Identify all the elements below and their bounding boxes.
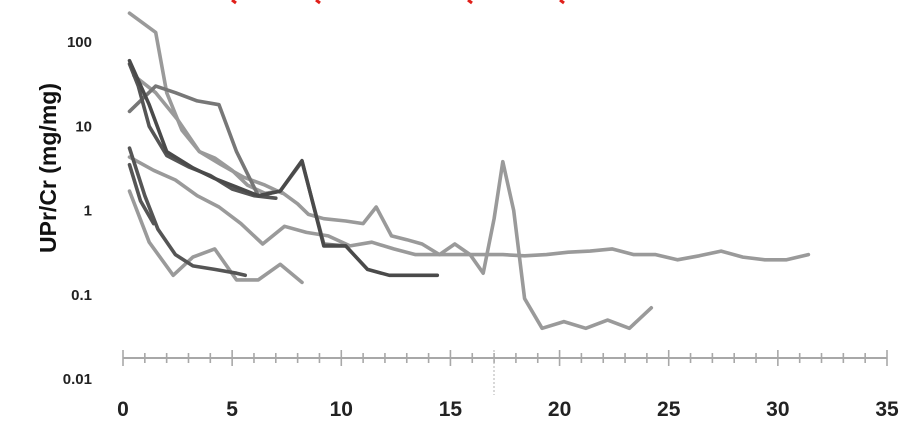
series-group	[127, 11, 811, 331]
series-line-8	[127, 162, 156, 226]
x-tick-label: 5	[226, 398, 238, 421]
y-tick-label: 0.01	[63, 371, 92, 388]
y-tick-label: 0.1	[71, 287, 92, 304]
x-tick-label: 20	[548, 398, 571, 421]
x-tick-label: 15	[439, 398, 463, 421]
series-line-1	[127, 155, 811, 262]
y-tick-label: 10	[75, 118, 92, 135]
y-tick-label: 1	[84, 203, 92, 220]
series-line-3	[127, 189, 304, 285]
y-axis-title: UPr/Cr (mg/mg)	[35, 83, 61, 253]
x-axis	[122, 350, 888, 366]
y-tick-label: 100	[67, 34, 92, 51]
y-tick-labels: 0.01 0.1 1 10 100	[63, 34, 92, 388]
series-line-4	[132, 73, 285, 196]
series-line-6	[127, 62, 278, 200]
x-tick-labels: 0 5 10 15 20 25 30 35	[117, 398, 899, 421]
top-red-stroke-fragment	[231, 0, 565, 5]
series-line-2	[127, 11, 654, 331]
series-line-9	[127, 58, 440, 278]
x-tick-label: 25	[657, 398, 681, 421]
x-tick-label: 35	[875, 398, 899, 421]
series-line-7	[127, 146, 247, 278]
x-tick-label: 10	[330, 398, 353, 421]
x-tick-label: 30	[766, 398, 789, 421]
x-tick-label: 0	[117, 398, 129, 421]
